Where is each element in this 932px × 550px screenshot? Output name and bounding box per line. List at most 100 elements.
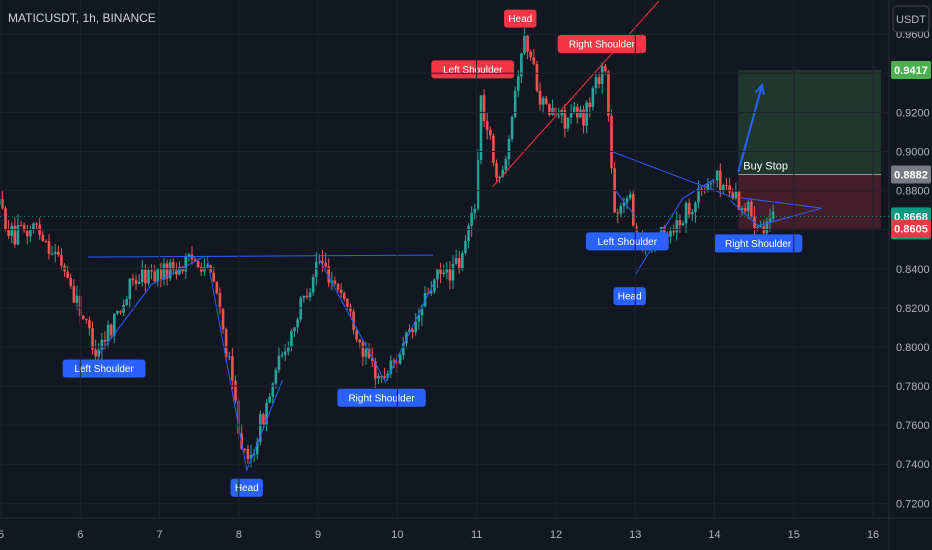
currency-button[interactable]: [892, 5, 930, 33]
candle-body: [162, 263, 166, 280]
candle-body: [473, 208, 477, 214]
candle-body: [694, 202, 697, 213]
candle-body: [94, 349, 97, 357]
candle-body: [29, 229, 32, 237]
candle-body: [429, 291, 433, 294]
candle-body: [112, 313, 116, 336]
candle-body: [526, 35, 529, 52]
pattern-labels: Left Shoulder Head Right Shoulder Left Shou…: [62, 9, 803, 497]
candle-body: [411, 329, 414, 333]
pattern-label-box: [62, 359, 146, 378]
entry-price-label-box: [891, 165, 931, 184]
candle-body: [740, 208, 744, 210]
candle-body: [116, 311, 119, 314]
y-tick-label: 0.8200: [896, 303, 930, 315]
candle-body: [591, 88, 595, 108]
pattern-label: Left Shoulder: [598, 237, 658, 248]
y-tick-label: 0.7400: [896, 459, 930, 471]
candle-body: [302, 295, 306, 298]
buy-stop-label: Buy Stop: [743, 161, 788, 173]
candle-body: [314, 261, 318, 277]
candle-body: [628, 194, 632, 199]
pattern-line: [611, 151, 822, 209]
candle-body: [333, 280, 337, 284]
candle-body: [672, 230, 675, 233]
candle-body: [318, 260, 321, 262]
candle-body: [389, 360, 393, 374]
candle-body: [756, 226, 759, 228]
candle-body: [364, 348, 368, 357]
candle-body: [532, 57, 536, 64]
candle-body: [271, 383, 275, 397]
candle-body: [479, 95, 483, 161]
candle-body: [622, 202, 626, 206]
candle-body: [588, 102, 592, 108]
candle-body: [243, 448, 247, 450]
x-tick-label: 11: [471, 529, 482, 541]
candle-body: [684, 203, 688, 224]
candle-body: [482, 95, 486, 122]
candle-body: [445, 268, 449, 273]
candle-body: [1, 198, 4, 209]
candle-body: [501, 169, 505, 177]
candle-body: [336, 283, 340, 290]
candle-body: [569, 113, 573, 118]
candle-body: [718, 170, 722, 191]
candle-body: [731, 192, 735, 199]
candle-body: [405, 332, 408, 344]
target-arrow-head: [754, 82, 765, 96]
candle-body: [10, 225, 14, 236]
candle-body: [144, 269, 147, 284]
x-tick-label: 14: [708, 529, 720, 541]
candle-body: [498, 176, 501, 178]
candle-body: [594, 77, 598, 89]
candle-body: [392, 360, 396, 362]
candle-body: [293, 327, 296, 332]
candle-body: [544, 98, 548, 104]
candle-body: [72, 286, 76, 303]
x-tick-label: 15: [788, 529, 800, 541]
candle-body: [597, 77, 601, 85]
x-tick-label: 16: [867, 529, 879, 541]
candle-body: [585, 102, 588, 126]
candle-body: [600, 66, 604, 85]
candle-body: [283, 351, 287, 355]
candle-body: [109, 324, 113, 336]
candle-body: [346, 298, 349, 307]
candle-body: [66, 271, 69, 278]
pattern-label-box: [504, 9, 537, 28]
candle-body: [423, 293, 427, 307]
currency-label: USDT: [896, 14, 926, 26]
candle-body: [106, 324, 110, 342]
candle-body: [206, 265, 209, 268]
candle-body: [625, 198, 629, 203]
candle-body: [100, 339, 104, 350]
candle-body: [548, 103, 551, 115]
candle-body: [386, 373, 390, 378]
y-tick-label: 0.7200: [896, 498, 930, 510]
candle-body: [603, 66, 607, 72]
candle-body: [187, 254, 191, 257]
candle-body: [69, 277, 73, 287]
profit-zone: [738, 69, 881, 175]
candle-body: [221, 309, 225, 330]
candle-body: [35, 223, 38, 225]
pattern-line: [88, 254, 434, 258]
candle-body: [150, 270, 153, 272]
candle-body: [538, 90, 542, 105]
candle-body: [22, 225, 26, 232]
candle-body: [398, 355, 402, 364]
candle-body: [193, 259, 197, 261]
candle-body: [212, 272, 216, 282]
candle-body: [669, 230, 672, 237]
candle-body: [103, 339, 107, 342]
candle-body: [327, 266, 331, 283]
candle-body: [367, 348, 371, 358]
candle-body: [50, 253, 54, 255]
x-tick-label: 6: [77, 529, 83, 541]
candle-body: [495, 163, 498, 178]
candle-body: [572, 106, 576, 114]
candle-body: [184, 256, 188, 272]
target-price-label-text: 0.9417: [894, 65, 928, 77]
